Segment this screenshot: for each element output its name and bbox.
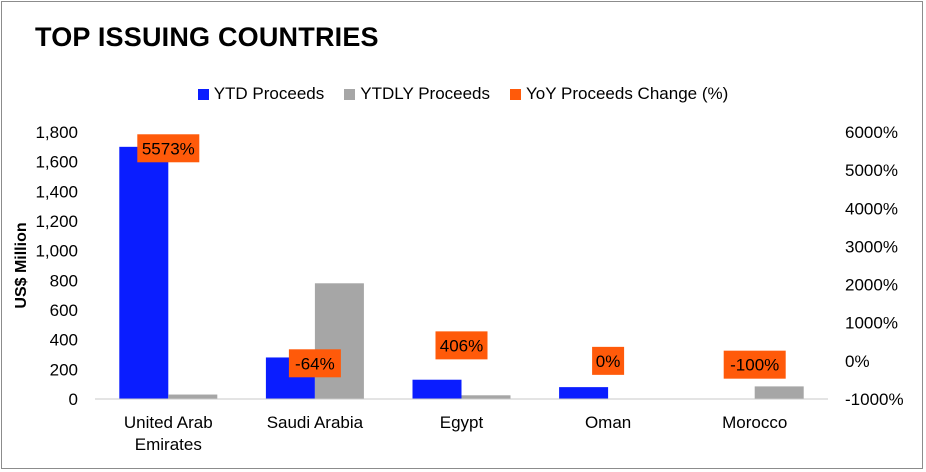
x-category-label: Morocco [722,413,787,432]
bar-ytd [559,387,609,399]
y-tick-label: 800 [50,271,78,290]
y-tick-label: 0 [69,390,78,409]
legend-label-ytdly: YTDLY Proceeds [360,84,491,103]
y2-tick-label: 4000% [845,199,898,218]
legend-item-ytd: YTD Proceeds [197,82,325,106]
yoy-data-label: 406% [440,336,483,355]
y2-tick-label: 1000% [845,314,898,333]
legend-item-ytdly: YTDLY Proceeds [344,82,490,106]
yoy-data-label: -64% [295,354,335,373]
y-tick-label: 1,200 [35,212,78,231]
x-category-label: Egypt [440,413,484,432]
yoy-marker [288,349,341,378]
y2-tick-label: 3000% [845,237,898,256]
y2-tick-label: 5000% [845,161,898,180]
yoy-marker [435,331,488,360]
legend-swatch-yoy [510,88,522,100]
legend-swatch-ytdly [344,88,356,100]
bar-ytdly [754,386,804,399]
y2-tick-label: 0% [845,352,870,371]
y-tick-label: 1,800 [35,123,78,142]
y-tick-label: 200 [50,360,78,379]
legend-label-yoy: YoY Proceeds Change (%) [526,84,729,103]
yoy-marker [137,134,200,163]
legend-item-yoy: YoY Proceeds Change (%) [510,82,728,106]
y2-tick-label: 6000% [845,123,898,142]
y-tick-label: 1,000 [35,242,78,261]
x-category-label: United Arab [124,413,213,432]
bar-ytd [119,146,169,399]
bar-ytd [412,379,462,399]
yoy-data-label: 0% [596,352,621,371]
y-tick-label: 400 [50,331,78,350]
y-tick-label: 600 [50,301,78,320]
yoy-data-label: -100% [730,356,779,375]
y-axis-title: US$ Million [13,222,30,308]
y2-tick-label: -1000% [845,390,904,409]
bar-ytdly [168,394,218,399]
y2-tick-label: 2000% [845,276,898,295]
chart-title: TOP ISSUING COUNTRIES [35,22,379,52]
bar-ytdly [314,283,364,399]
x-category-label: Emirates [135,435,202,454]
bar-ytdly [461,395,511,399]
chart-legend: YTD Proceeds YTDLY Proceeds YoY Proceeds… [0,82,926,106]
legend-label-ytd: YTD Proceeds [213,84,325,103]
x-category-label: Oman [585,413,631,432]
legend-swatch-ytd [197,88,209,100]
y-tick-label: 1,600 [35,153,78,172]
y-tick-label: 1,400 [35,182,78,201]
x-category-label: Saudi Arabia [267,413,364,432]
yoy-data-label: 5573% [142,139,195,158]
yoy-marker [592,346,625,375]
yoy-marker [723,350,786,379]
